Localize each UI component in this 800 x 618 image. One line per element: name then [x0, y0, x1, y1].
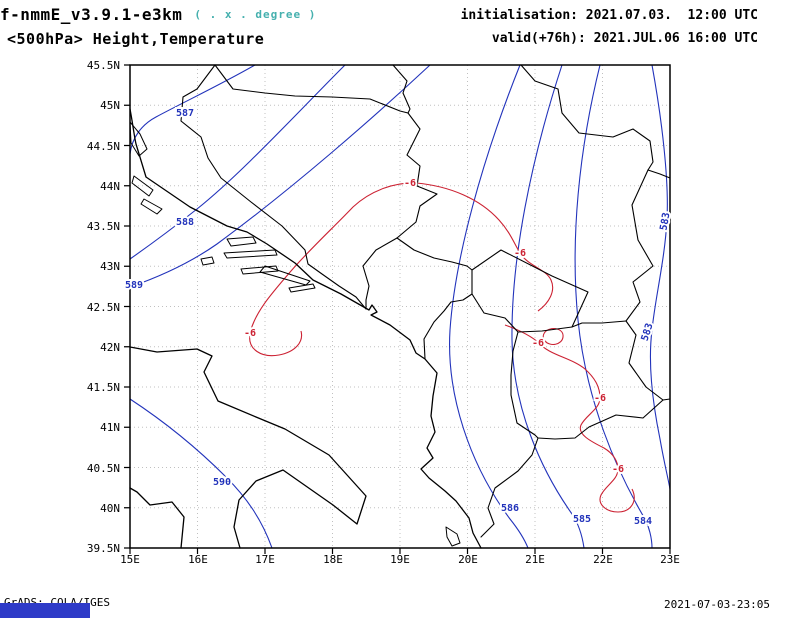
lon-tick-label: 17E: [255, 553, 275, 566]
border-greece-bulgaria: [662, 398, 671, 401]
border-croatia-bosnia-sava: [214, 64, 409, 114]
lon-axis-labels: 15E 16E 17E 18E 19E 20E 21E 22E 23E: [120, 553, 680, 566]
border-kosovo: [471, 249, 589, 333]
lon-tick-label: 15E: [120, 553, 140, 566]
temp-label-minus6-4: -6: [532, 338, 544, 349]
lat-tick-label: 45N: [100, 99, 120, 112]
height-label-584: 584: [634, 516, 652, 527]
lon-tick-label: 19E: [390, 553, 410, 566]
height-label-583-b: 583: [659, 212, 673, 232]
height-contours: [129, 64, 671, 549]
lat-tick-label: 43.5N: [87, 220, 120, 233]
creation-timestamp: 2021-07-03-23:05: [664, 598, 770, 611]
height-label-587: 587: [176, 108, 194, 119]
islands: [129, 121, 461, 547]
border-montenegro-albania: [423, 293, 473, 360]
border-albania-greece: [480, 437, 539, 538]
axis-ticks-left: [124, 64, 130, 549]
border-serbia-bulgaria: [625, 169, 654, 322]
temp-label-minus6-3: -6: [244, 328, 256, 339]
coastline-adriatic-east: [129, 108, 482, 549]
lat-tick-label: 44.5N: [87, 140, 120, 153]
island-hvar: [223, 249, 278, 259]
coastline-italy-west: [129, 487, 185, 549]
height-label-585: 585: [573, 514, 591, 525]
coastlines: [129, 108, 482, 549]
border-macedonia-bulgaria: [625, 320, 664, 401]
border-bosnia-montenegro: [362, 237, 398, 310]
lat-tick-label: 42.5N: [87, 301, 120, 314]
temp-label-minus6-1: -6: [404, 178, 416, 189]
height-contour-586: [449, 64, 529, 549]
model-resolution: ( . x . degree ): [194, 8, 317, 21]
border-croatia-bosnia-dinaric: [180, 64, 367, 310]
temp-label-minus6-5: -6: [594, 393, 606, 404]
lat-axis-labels: 45.5N 45N 44.5N 44N 43.5N 43N 42.5N 42N …: [87, 59, 120, 555]
coastline-italy-east: [129, 346, 367, 549]
graticule: [130, 65, 670, 548]
island-dugi-otok: [131, 175, 154, 197]
border-albania-macedonia: [510, 331, 539, 439]
border-serbia-romania: [520, 64, 654, 171]
lat-tick-label: 44N: [100, 180, 120, 193]
initialisation-time: initialisation: 2021.07.03. 12:00 UTC: [460, 8, 758, 23]
field-title: <500hPa> Height,Temperature: [7, 30, 265, 48]
axis-ticks-bottom: [129, 548, 671, 554]
temp-label-minus6-6: -6: [612, 464, 624, 475]
peljesac-peninsula: [259, 265, 311, 286]
border-macedonia-greece: [537, 399, 664, 440]
height-contour-589: [129, 64, 431, 288]
lat-tick-label: 39.5N: [87, 542, 120, 555]
border-danube-romania-bulgaria: [647, 169, 671, 179]
temp-contour-minus6-west: [249, 182, 554, 357]
island-pag: [129, 121, 148, 157]
height-label-583: 583: [640, 322, 656, 343]
lon-tick-label: 23E: [660, 553, 680, 566]
height-contour-590: [129, 398, 273, 549]
lat-tick-label: 43N: [100, 260, 120, 273]
lat-tick-label: 40N: [100, 502, 120, 515]
lat-tick-label: 45.5N: [87, 59, 120, 72]
lon-tick-label: 18E: [323, 553, 343, 566]
lon-tick-label: 16E: [188, 553, 208, 566]
lon-tick-label: 20E: [458, 553, 478, 566]
lat-tick-label: 41.5N: [87, 381, 120, 394]
corner-blue-bar: [0, 603, 90, 618]
border-macedonia-serbia: [571, 320, 627, 328]
lon-tick-label: 21E: [525, 553, 545, 566]
lat-tick-label: 42N: [100, 341, 120, 354]
border-croatia-serbia: [392, 64, 411, 114]
island-corfu: [445, 526, 461, 547]
lon-tick-label: 22E: [593, 553, 613, 566]
height-label-590: 590: [213, 477, 231, 488]
height-contour-583: [649, 64, 671, 490]
height-label-589: 589: [125, 280, 143, 291]
contour-value-labels: 587 588 589 590 586 585 584 583 583 -6 -…: [123, 106, 675, 529]
height-label-588: 588: [176, 217, 194, 228]
valid-time: valid(+76h): 2021.JUL.06 16:00 UTC: [491, 31, 758, 46]
temperature-contours: [249, 182, 635, 513]
temp-label-minus6-2: -6: [514, 248, 526, 259]
height-label-586: 586: [501, 503, 519, 514]
island-mljet: [288, 283, 316, 293]
lat-tick-label: 40.5N: [87, 462, 120, 475]
lat-tick-label: 41N: [100, 421, 120, 434]
island-brac: [226, 236, 257, 247]
temp-contour-minus6-east: [504, 324, 635, 513]
island-korcula: [240, 265, 279, 275]
height-contour-584: [574, 64, 653, 549]
island-kornati: [140, 198, 163, 215]
header-model-line: f-nmmE_v3.9.1-e3km ( . x . degree ): [0, 5, 316, 24]
model-name: f-nmmE_v3.9.1-e3km: [0, 5, 183, 24]
border-serbia-montenegro: [396, 237, 473, 271]
country-borders: [180, 64, 671, 538]
border-bosnia-serbia-drina: [396, 112, 438, 239]
island-vis: [200, 256, 215, 266]
height-contour-585: [511, 64, 585, 549]
height-contour-588: [129, 64, 346, 260]
plot-frame: [124, 64, 671, 554]
